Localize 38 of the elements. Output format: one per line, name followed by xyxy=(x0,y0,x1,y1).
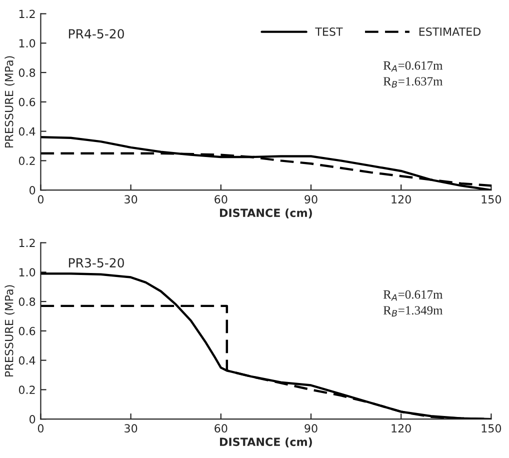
legend-label: TEST xyxy=(315,27,343,36)
y-tick-label: 0 xyxy=(30,186,36,194)
x-tick-label: 150 xyxy=(482,424,502,433)
y-tick-label: 1.2 xyxy=(19,10,35,18)
x-tick-label: 60 xyxy=(214,424,228,433)
annotation: R$_{B}$=1.637m xyxy=(383,77,443,88)
y-tick-label: 0.6 xyxy=(18,98,36,106)
y-tick-label: 0.8 xyxy=(18,68,36,77)
y-tick-label: 0.2 xyxy=(18,156,35,166)
annotation: R$_{A}$=0.617m xyxy=(383,61,443,72)
y-axis-title: PRESSURE (MPa) xyxy=(4,56,15,148)
x-tick-label: 90 xyxy=(304,424,318,433)
annotation: R$_{A}$=0.617m xyxy=(383,290,443,301)
y-tick-label: 0.8 xyxy=(18,297,36,306)
y-axis-title: PRESSURE (MPa) xyxy=(4,285,15,376)
x-tick-label: 30 xyxy=(124,195,138,204)
x-axis-title: DISTANCE (cm) xyxy=(220,208,312,218)
y-tick-label: 1.0 xyxy=(19,39,36,48)
x-tick-label: 0 xyxy=(38,424,44,433)
annotation: PR3-5-20 xyxy=(68,258,124,268)
y-tick-label: 1.2 xyxy=(19,238,35,247)
x-tick-label: 120 xyxy=(392,424,411,433)
y-tick-label: 0.4 xyxy=(18,127,36,136)
y-tick-label: 0 xyxy=(30,415,36,424)
y-tick-label: 1.0 xyxy=(19,268,36,277)
x-axis-title: DISTANCE (cm) xyxy=(220,437,312,448)
x-tick-label: 60 xyxy=(214,195,228,204)
x-tick-label: 120 xyxy=(392,195,411,204)
legend-label: ESTIMATED xyxy=(419,27,481,36)
x-tick-label: 30 xyxy=(124,424,138,433)
x-tick-label: 150 xyxy=(482,195,502,204)
annotation: R$_{B}$=1.349m xyxy=(383,306,443,316)
y-tick-label: 0.4 xyxy=(18,356,36,365)
x-tick-label: 90 xyxy=(304,195,318,204)
y-tick-label: 0.2 xyxy=(18,386,35,394)
y-tick-label: 0.6 xyxy=(18,326,36,336)
x-tick-label: 0 xyxy=(38,195,44,204)
annotation: PR4-5-20 xyxy=(68,29,124,39)
